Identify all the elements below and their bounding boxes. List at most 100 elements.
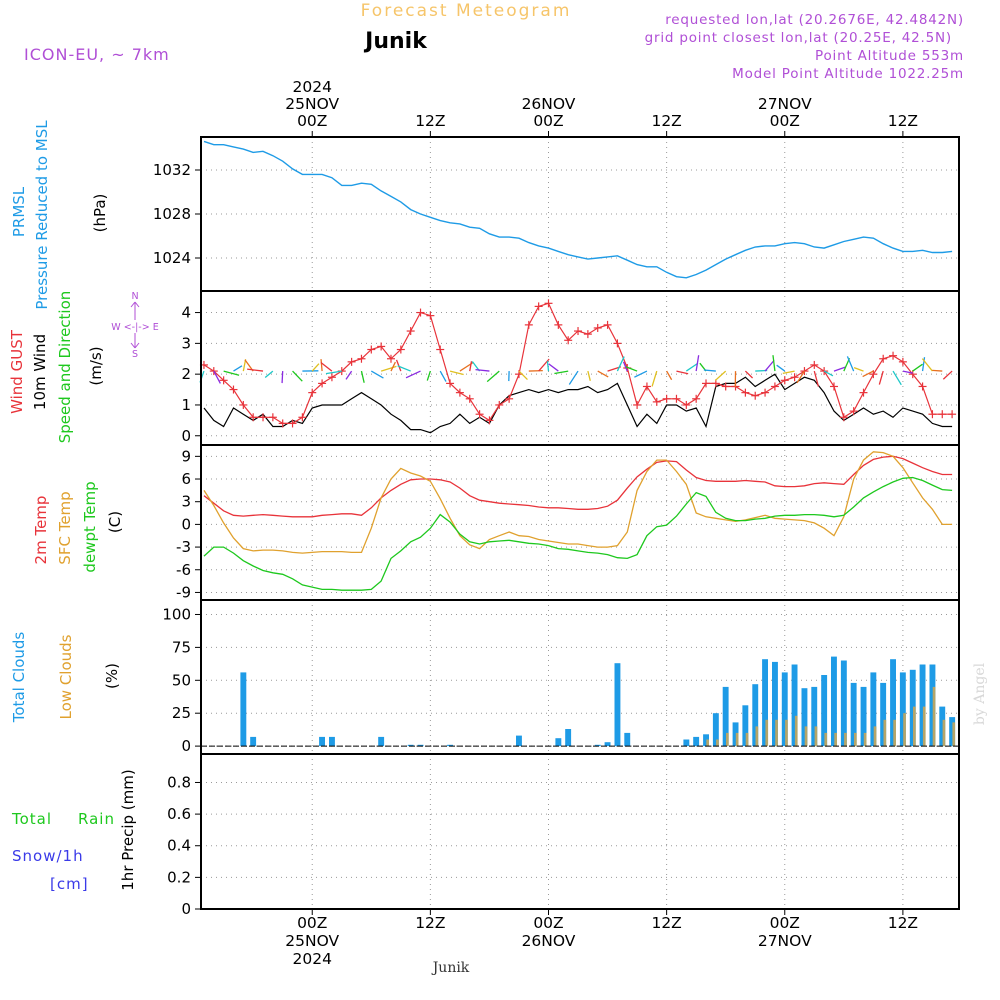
wind-direction-arrow bbox=[853, 367, 864, 372]
wind-direction-arrow bbox=[397, 365, 411, 372]
clouds-labels: Total Clouds Low Clouds (%) bbox=[10, 632, 121, 724]
low-clouds-bar bbox=[922, 706, 926, 747]
y-tick-label: -3 bbox=[176, 538, 191, 556]
wind-direction-arrow bbox=[942, 370, 953, 380]
wind-panel: 0 1 2 3 4 bbox=[181, 290, 960, 446]
top-time-label: 12Z bbox=[651, 112, 681, 130]
footer-location: Junik bbox=[431, 960, 470, 976]
low-clouds-bar bbox=[726, 732, 729, 747]
wind-direction-arrow bbox=[772, 355, 776, 372]
low-clouds-bar bbox=[765, 719, 769, 747]
wind-direction-arrow bbox=[685, 362, 699, 372]
y-tick-label: 1028 bbox=[153, 205, 191, 223]
y-tick-label: 50 bbox=[172, 671, 191, 689]
total-clouds-bar bbox=[604, 742, 611, 747]
low-clouds-bar bbox=[893, 719, 896, 747]
wind-direction-arrow bbox=[776, 364, 786, 372]
y-tick-label: 1 bbox=[181, 396, 191, 414]
total-clouds-bar bbox=[516, 735, 522, 747]
low-clouds-bar bbox=[794, 715, 798, 747]
y-tick-label: 0 bbox=[181, 515, 191, 533]
wind-direction-arrow bbox=[548, 363, 559, 372]
wind-direction-arrow bbox=[370, 370, 384, 379]
y-tick-label: 0.4 bbox=[167, 837, 191, 855]
total-clouds-bar bbox=[407, 744, 414, 747]
wind-direction-arrow bbox=[622, 361, 628, 372]
pressure-panel: 1024 1028 1032 bbox=[153, 136, 960, 292]
low-clouds-bar bbox=[913, 706, 916, 747]
wind-direction-arrow bbox=[242, 359, 247, 372]
label-snow: Snow/1h bbox=[12, 847, 84, 865]
y-tick-label: 0 bbox=[181, 427, 191, 445]
wind-direction-arrow bbox=[912, 363, 923, 372]
label-total-clouds: Total Clouds bbox=[10, 632, 28, 724]
bottom-time-label: 00Z bbox=[533, 914, 563, 932]
wind-direction-arrow bbox=[695, 355, 700, 372]
wind-direction-arrow bbox=[625, 366, 638, 372]
wind-direction-arrow bbox=[325, 370, 342, 375]
wind-direction-arrow bbox=[538, 358, 550, 372]
wind-direction-arrow bbox=[666, 370, 673, 381]
label-ms: (m/s) bbox=[87, 346, 105, 385]
low-clouds-bar bbox=[932, 686, 936, 747]
wind-direction-arrow bbox=[616, 356, 625, 372]
total-clouds-bar bbox=[240, 672, 247, 747]
wind-direction-arrow bbox=[518, 370, 528, 381]
wind-direction-arrow bbox=[796, 370, 805, 384]
total-clouds-bar bbox=[378, 736, 385, 747]
y-tick-label: 1032 bbox=[153, 161, 191, 179]
meteogram-title: Forecast Meteogram bbox=[361, 1, 572, 21]
total-clouds-bar bbox=[447, 744, 453, 747]
wind-direction-arrow bbox=[426, 370, 431, 381]
wind-direction-arrow bbox=[449, 370, 464, 376]
wind-direction-arrow bbox=[223, 370, 240, 376]
total-clouds-bar bbox=[781, 672, 788, 747]
wind-direction-arrow bbox=[862, 370, 874, 378]
total-clouds-bar bbox=[693, 736, 700, 747]
label-rain: Rain bbox=[78, 810, 115, 828]
total-clouds-bar bbox=[939, 706, 946, 747]
total-clouds-bar bbox=[329, 736, 335, 747]
total-clouds-bar bbox=[742, 705, 749, 747]
low-clouds-bar bbox=[706, 739, 709, 747]
wind-direction-arrow bbox=[475, 368, 490, 372]
label-1hr-precip: 1hr Precip (mm) bbox=[119, 769, 137, 890]
total-clouds-bar bbox=[732, 722, 739, 747]
low-clouds-bar bbox=[873, 726, 877, 747]
total-clouds-bar bbox=[831, 656, 837, 747]
wind-direction-arrow bbox=[813, 370, 820, 387]
low-clouds-bar bbox=[844, 732, 847, 747]
top-time-label: 00Z bbox=[297, 112, 327, 130]
low-clouds-bar bbox=[903, 713, 906, 747]
wind-direction-arrow bbox=[921, 357, 926, 372]
total-clouds-bar bbox=[811, 686, 818, 747]
y-tick-label: 0.8 bbox=[167, 773, 191, 791]
bottom-time-label: 12Z bbox=[888, 914, 918, 932]
pressure-line bbox=[203, 140, 953, 279]
y-tick-label: 3 bbox=[181, 334, 191, 352]
wind-direction-arrow bbox=[405, 370, 421, 379]
clouds-panel: 0 25 50 75 100 bbox=[162, 599, 960, 755]
wind-direction-arrow bbox=[892, 370, 902, 386]
bottom-time-label: 26NOV bbox=[522, 932, 576, 950]
wind-direction-arrow bbox=[833, 366, 846, 372]
low-clouds-bar bbox=[785, 719, 788, 747]
wind-direction-arrow bbox=[764, 359, 775, 372]
total-clouds-bar bbox=[417, 744, 424, 747]
total-clouds-bar bbox=[919, 664, 926, 747]
label-10m-wind: 10m Wind bbox=[31, 334, 49, 410]
gridpoint-lonlat: grid point closest lon,lat (20.25E, 42.5… bbox=[645, 30, 952, 46]
wind-direction-arrow bbox=[554, 370, 569, 375]
total-clouds-bar bbox=[801, 688, 808, 747]
wind-direction-arrow bbox=[292, 370, 303, 382]
wind-direction-arrow bbox=[233, 365, 243, 372]
wind-direction-arrow bbox=[320, 361, 333, 372]
y-tick-label: 100 bbox=[162, 605, 191, 623]
total-clouds-bar bbox=[860, 686, 867, 747]
wind-direction-arrow bbox=[921, 358, 933, 372]
y-tick-label: 4 bbox=[181, 304, 191, 322]
low-clouds-bar bbox=[824, 732, 828, 747]
wind-direction-arrow bbox=[634, 370, 648, 378]
